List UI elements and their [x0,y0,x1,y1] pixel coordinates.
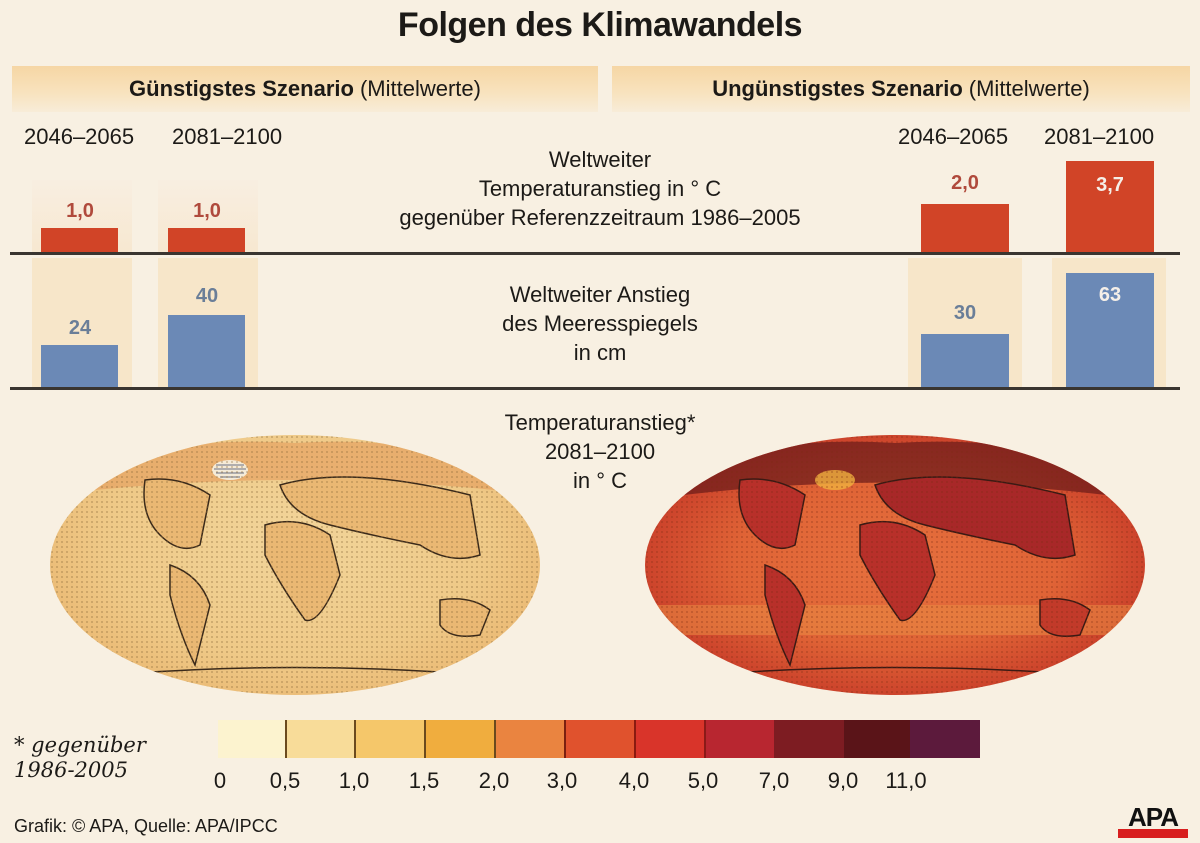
legend-swatch [634,720,704,758]
legend-swatch [704,720,774,758]
map-worst-scenario [645,435,1145,695]
temperature-bar-worst-2046 [921,204,1009,253]
footnote: * gegenüber 1986-2005 [14,733,146,783]
label-line: Weltweiter [548,147,652,172]
scenario-best-suffix: (Mittelwerte) [359,76,481,101]
period-label: 2046–2065 [24,124,135,149]
legend-swatch [424,720,494,758]
map-label: Temperaturanstieg* 2081–2100 in ° C [400,408,800,495]
legend-swatch [774,720,844,758]
temperature-value: 1,0 [193,200,221,222]
legend-swatch [354,720,424,758]
legend-tick: 9,0 [827,768,859,793]
scenario-best-name: Günstigstes Szenario [129,76,354,101]
legend-tick: 2,0 [478,768,510,793]
legend-separator [424,720,426,758]
legend-swatch [218,720,286,758]
label-line: Weltweiter Anstieg [509,282,691,307]
temperature-bar-best-2046 [41,228,118,253]
sea-level-value: 24 [68,317,92,339]
sea-level-bar-worst-2046 [921,334,1009,387]
period-label: 2081–2100 [1044,124,1155,149]
apa-logo: APA [1116,803,1190,839]
world-map-outline-icon [645,435,1145,695]
footnote-line: 1986-2005 [14,758,128,782]
legend-separator [494,720,496,758]
temperature-metric-label: Weltweiter Temperaturanstieg in ° C gege… [300,145,900,232]
period-label: 2081–2100 [172,124,283,149]
sea-level-bar-best-2081 [168,315,245,387]
legend-tick: 0,5 [269,768,301,793]
legend-swatch [286,720,354,758]
source-credit: Grafik: © APA, Quelle: APA/IPCC [14,816,278,836]
scenario-header-best: Günstigstes Szenario (Mittelwerte) [12,66,598,112]
scenario-worst-suffix: (Mittelwerte) [968,76,1090,101]
axis-baseline-sea-level [10,387,1180,390]
world-map-outline-icon [50,435,540,695]
legend-swatch [844,720,910,758]
sea-level-value: 63 [1098,284,1122,306]
temperature-bar-worst-2081 [1066,161,1154,253]
axis-baseline-temperature [10,252,1180,255]
legend-tick: 1,5 [408,768,440,793]
legend-tick: 3,0 [546,768,578,793]
temperature-value: 2,0 [951,172,979,194]
legend-tick: 11,0 [885,768,927,793]
temperature-value: 3,7 [1096,174,1124,196]
sea-level-value: 30 [953,302,977,324]
legend-swatch [564,720,634,758]
logo-text: APA [1128,802,1179,832]
footnote-line: * gegenüber [14,733,146,757]
legend-separator [634,720,636,758]
scenario-header-worst: Ungünstigstes Szenario (Mittelwerte) [612,66,1190,112]
label-line: Temperaturanstieg* [504,410,696,435]
legend-tick: 1,0 [338,768,370,793]
sea-level-metric-label: Weltweiter Anstieg des Meeresspiegels in… [300,280,900,367]
legend-separator [704,720,706,758]
legend-separator [564,720,566,758]
label-line: des Meeresspiegels [502,311,698,336]
temperature-value: 1,0 [66,200,94,222]
sea-level-bar-worst-2081 [1066,273,1154,387]
legend-swatch [494,720,564,758]
chart-title: Folgen des Klimawandels [397,6,803,44]
logo-underline [1118,829,1188,838]
legend-tick: 4,0 [618,768,650,793]
label-line: 2081–2100 [544,439,656,464]
label-line: Temperaturanstieg in ° C [478,176,722,201]
scenario-worst-name: Ungünstigstes Szenario [712,76,963,101]
sea-level-value: 40 [195,285,219,307]
legend-tick: 5,0 [687,768,719,793]
label-line: in ° C [572,468,628,493]
temperature-bar-best-2081 [168,228,245,253]
label-line: in cm [573,340,627,365]
legend-separator [285,720,287,758]
sea-level-bar-best-2046 [41,345,118,387]
legend-separator [354,720,356,758]
label-line: gegenüber Referenzzeitraum 1986–2005 [399,205,801,230]
legend-tick: 0 [213,768,227,793]
period-label: 2046–2065 [898,124,1009,149]
legend-swatch [910,720,980,758]
map-best-scenario [50,435,540,695]
legend-tick: 7,0 [758,768,790,793]
